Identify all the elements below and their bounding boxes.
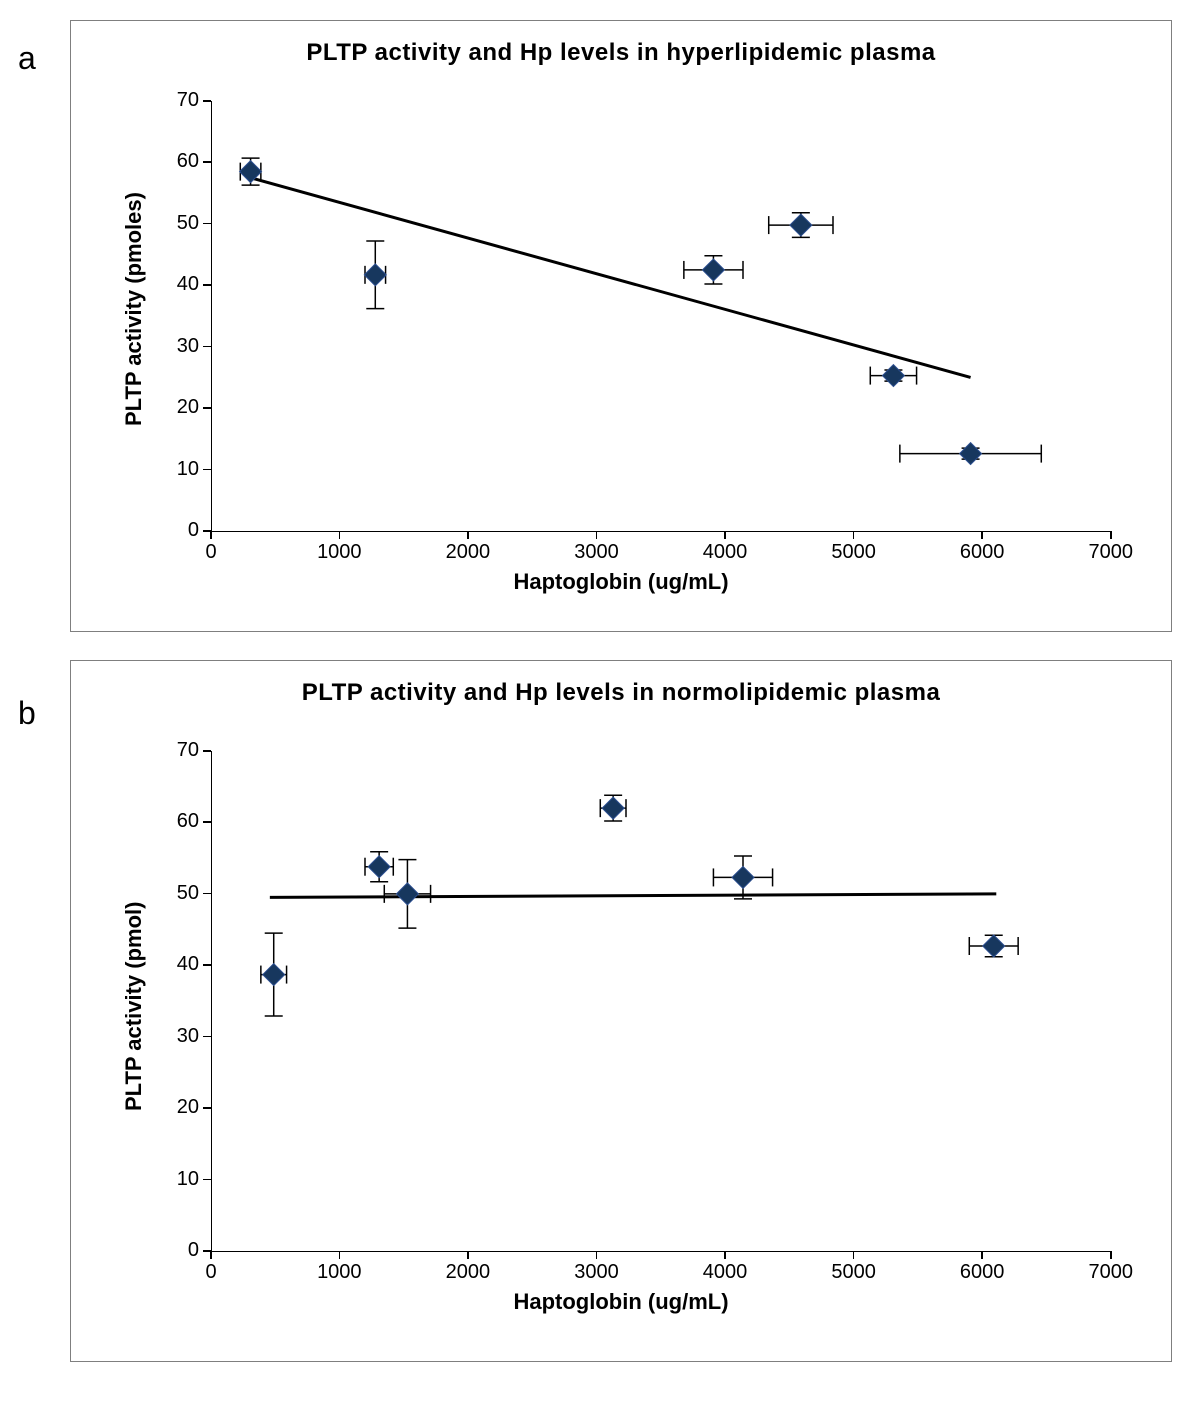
y-tick-label: 50 xyxy=(177,212,199,235)
y-tick-label: 20 xyxy=(177,1096,199,1119)
chart-title: PLTP activity and Hp levels in normolipi… xyxy=(71,679,1171,707)
x-tick-mark xyxy=(596,1251,598,1259)
plot-area xyxy=(211,101,1112,532)
y-tick-mark xyxy=(203,893,211,895)
y-tick-mark xyxy=(203,750,211,752)
data-marker xyxy=(602,797,624,819)
y-tick-mark xyxy=(203,284,211,286)
x-axis-label: Haptoglobin (ug/mL) xyxy=(71,1289,1171,1315)
y-tick-mark xyxy=(203,469,211,471)
data-marker xyxy=(263,964,285,986)
x-tick-label: 3000 xyxy=(574,541,619,564)
x-tick-label: 2000 xyxy=(446,1261,491,1284)
y-tick-label: 60 xyxy=(177,810,199,833)
x-tick-mark xyxy=(339,531,341,539)
y-tick-label: 40 xyxy=(177,273,199,296)
x-axis-label: Haptoglobin (ug/mL) xyxy=(71,569,1171,595)
panel-label: b xyxy=(18,695,36,732)
y-tick-mark xyxy=(203,821,211,823)
data-marker xyxy=(983,935,1005,957)
data-marker xyxy=(396,883,418,905)
y-axis-label: PLTP activity (pmol) xyxy=(121,902,147,1111)
x-tick-label: 6000 xyxy=(960,541,1005,564)
y-tick-label: 50 xyxy=(177,882,199,905)
y-tick-label: 0 xyxy=(188,1239,199,1262)
x-tick-label: 4000 xyxy=(703,1261,748,1284)
panel-label: a xyxy=(18,40,36,77)
y-tick-mark xyxy=(203,161,211,163)
data-marker xyxy=(368,856,390,878)
x-tick-mark xyxy=(1110,531,1112,539)
data-marker xyxy=(960,443,982,465)
x-tick-label: 2000 xyxy=(446,541,491,564)
x-tick-mark xyxy=(1110,1251,1112,1259)
y-tick-label: 20 xyxy=(177,396,199,419)
x-tick-label: 7000 xyxy=(1089,541,1134,564)
data-marker xyxy=(732,866,754,888)
trendline xyxy=(270,894,996,898)
x-tick-label: 1000 xyxy=(317,541,362,564)
y-tick-mark xyxy=(203,100,211,102)
y-tick-mark xyxy=(203,964,211,966)
chart-container: PLTP activity and Hp levels in normolipi… xyxy=(70,660,1172,1362)
x-tick-mark xyxy=(467,1251,469,1259)
trendline xyxy=(251,178,971,378)
x-tick-mark xyxy=(724,1251,726,1259)
data-marker xyxy=(790,214,812,236)
x-tick-label: 5000 xyxy=(831,1261,876,1284)
data-marker xyxy=(702,259,724,281)
x-tick-mark xyxy=(339,1251,341,1259)
y-tick-label: 30 xyxy=(177,335,199,358)
x-tick-mark xyxy=(210,1251,212,1259)
y-tick-label: 70 xyxy=(177,89,199,112)
y-tick-mark xyxy=(203,1036,211,1038)
x-tick-mark xyxy=(210,531,212,539)
x-tick-mark xyxy=(596,531,598,539)
y-tick-label: 40 xyxy=(177,953,199,976)
x-tick-label: 1000 xyxy=(317,1261,362,1284)
x-tick-label: 0 xyxy=(206,541,217,564)
x-tick-mark xyxy=(724,531,726,539)
y-tick-label: 60 xyxy=(177,150,199,173)
y-tick-mark xyxy=(203,346,211,348)
x-tick-label: 7000 xyxy=(1089,1261,1134,1284)
data-marker xyxy=(364,264,386,286)
y-tick-label: 10 xyxy=(177,1168,199,1191)
x-tick-mark xyxy=(467,531,469,539)
x-tick-label: 0 xyxy=(206,1261,217,1284)
x-tick-mark xyxy=(981,531,983,539)
chart-container: PLTP activity and Hp levels in hyperlipi… xyxy=(70,20,1172,632)
y-tick-label: 30 xyxy=(177,1025,199,1048)
y-tick-label: 70 xyxy=(177,739,199,762)
x-tick-label: 6000 xyxy=(960,1261,1005,1284)
x-tick-mark xyxy=(981,1251,983,1259)
chart-svg xyxy=(212,751,1112,1251)
x-tick-label: 4000 xyxy=(703,541,748,564)
y-tick-label: 10 xyxy=(177,458,199,481)
chart-title: PLTP activity and Hp levels in hyperlipi… xyxy=(71,39,1171,67)
data-marker xyxy=(882,365,904,387)
y-tick-label: 0 xyxy=(188,519,199,542)
plot-area xyxy=(211,751,1112,1252)
y-tick-mark xyxy=(203,407,211,409)
x-tick-label: 3000 xyxy=(574,1261,619,1284)
x-tick-mark xyxy=(853,1251,855,1259)
x-tick-label: 5000 xyxy=(831,541,876,564)
y-tick-mark xyxy=(203,223,211,225)
y-tick-mark xyxy=(203,1107,211,1109)
y-axis-label: PLTP activity (pmoles) xyxy=(121,192,147,426)
chart-svg xyxy=(212,101,1112,531)
x-tick-mark xyxy=(853,531,855,539)
y-tick-mark xyxy=(203,1179,211,1181)
